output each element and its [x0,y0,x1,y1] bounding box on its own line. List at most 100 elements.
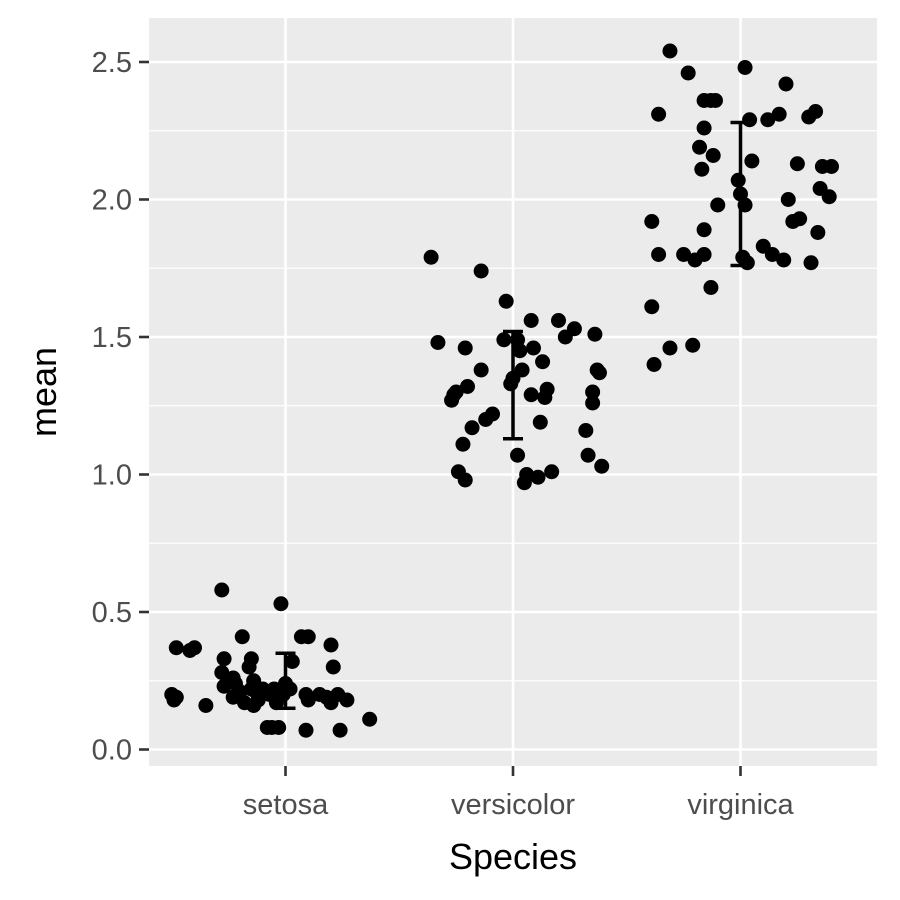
y-tick-label: 2.0 [92,185,132,217]
data-point [539,381,555,397]
data-point [808,104,824,119]
data-point [764,247,780,262]
data-point [585,384,601,400]
data-point [544,464,560,480]
y-tick-label: 0.0 [92,735,132,767]
data-point [332,722,348,738]
data-point [742,112,758,128]
data-point [587,326,603,342]
data-point [519,467,535,482]
data-point [198,698,214,713]
error-bar-versicolor [503,329,523,441]
data-point [662,43,678,59]
data-point [685,337,701,353]
data-point [644,214,660,229]
data-point [651,247,667,262]
data-point [423,249,439,265]
data-point [696,120,712,136]
data-point [778,76,794,92]
error-bar-virginica [730,120,751,268]
data-point [168,640,184,656]
data-point [591,365,607,381]
data-point [824,159,839,174]
error-bar-setosa [275,651,296,710]
data-point [525,340,541,356]
data-point [166,692,182,708]
data-point [566,321,582,337]
data-point [780,192,796,207]
y-axis-title: mean [23,347,64,437]
data-point [644,299,660,315]
data-points [164,43,839,738]
data-point [662,340,678,356]
data-point [803,255,819,271]
data-point [810,225,826,240]
data-point [646,357,662,372]
data-point [430,335,446,350]
data-point [464,420,480,436]
data-point [532,414,548,430]
data-point [694,161,710,177]
data-point [776,252,792,268]
data-point [580,447,596,463]
x-tick-label-virginica: virginica [687,789,794,821]
data-point [216,651,232,667]
data-point [578,423,594,438]
data-point [498,293,514,309]
data-point [339,692,355,708]
data-point [523,387,539,403]
y-tick-label: 1.5 [92,322,132,354]
y-tick-label: 0.5 [92,597,132,629]
data-point [523,313,539,328]
x-axis-title: Species [449,836,577,877]
data-point [744,153,760,169]
data-point [510,447,526,463]
data-point [512,343,528,359]
major-grid [149,18,877,766]
data-point [530,469,546,485]
data-point [362,711,378,727]
data-point [651,106,667,122]
data-point [771,106,787,122]
y-axis: 0.0 0.5 1.0 1.5 2.0 2.5 [92,47,149,767]
data-point [300,692,316,708]
data-point [473,362,489,378]
y-tick-label: 1.0 [92,460,132,492]
data-point [284,654,300,669]
x-axis: setosa versicolor virginica [243,766,795,821]
data-point [730,172,746,188]
data-point [707,93,723,108]
data-point [448,384,464,400]
data-point [705,148,721,163]
data-point [457,472,473,488]
data-point [703,280,719,295]
data-point [187,640,202,656]
data-point [710,197,726,213]
data-point [460,379,475,394]
data-point [300,629,316,645]
data-point [271,720,287,735]
data-point [680,65,696,81]
data-point [789,156,805,172]
data-point [676,247,692,262]
x-tick-label-setosa: setosa [243,789,329,821]
data-point [485,406,501,422]
data-point [696,222,712,238]
data-point [585,395,601,411]
data-point [457,340,473,356]
data-point [821,189,837,205]
data-point [298,722,314,738]
data-point [594,458,610,474]
data-point [250,692,266,708]
data-point [692,139,708,155]
data-point [214,665,230,680]
data-point [473,263,489,279]
data-point [234,629,250,645]
data-point [792,211,808,227]
data-point [323,637,339,653]
error-bars [275,120,751,710]
data-point [273,596,289,612]
data-point [246,673,262,689]
data-point [455,436,471,452]
